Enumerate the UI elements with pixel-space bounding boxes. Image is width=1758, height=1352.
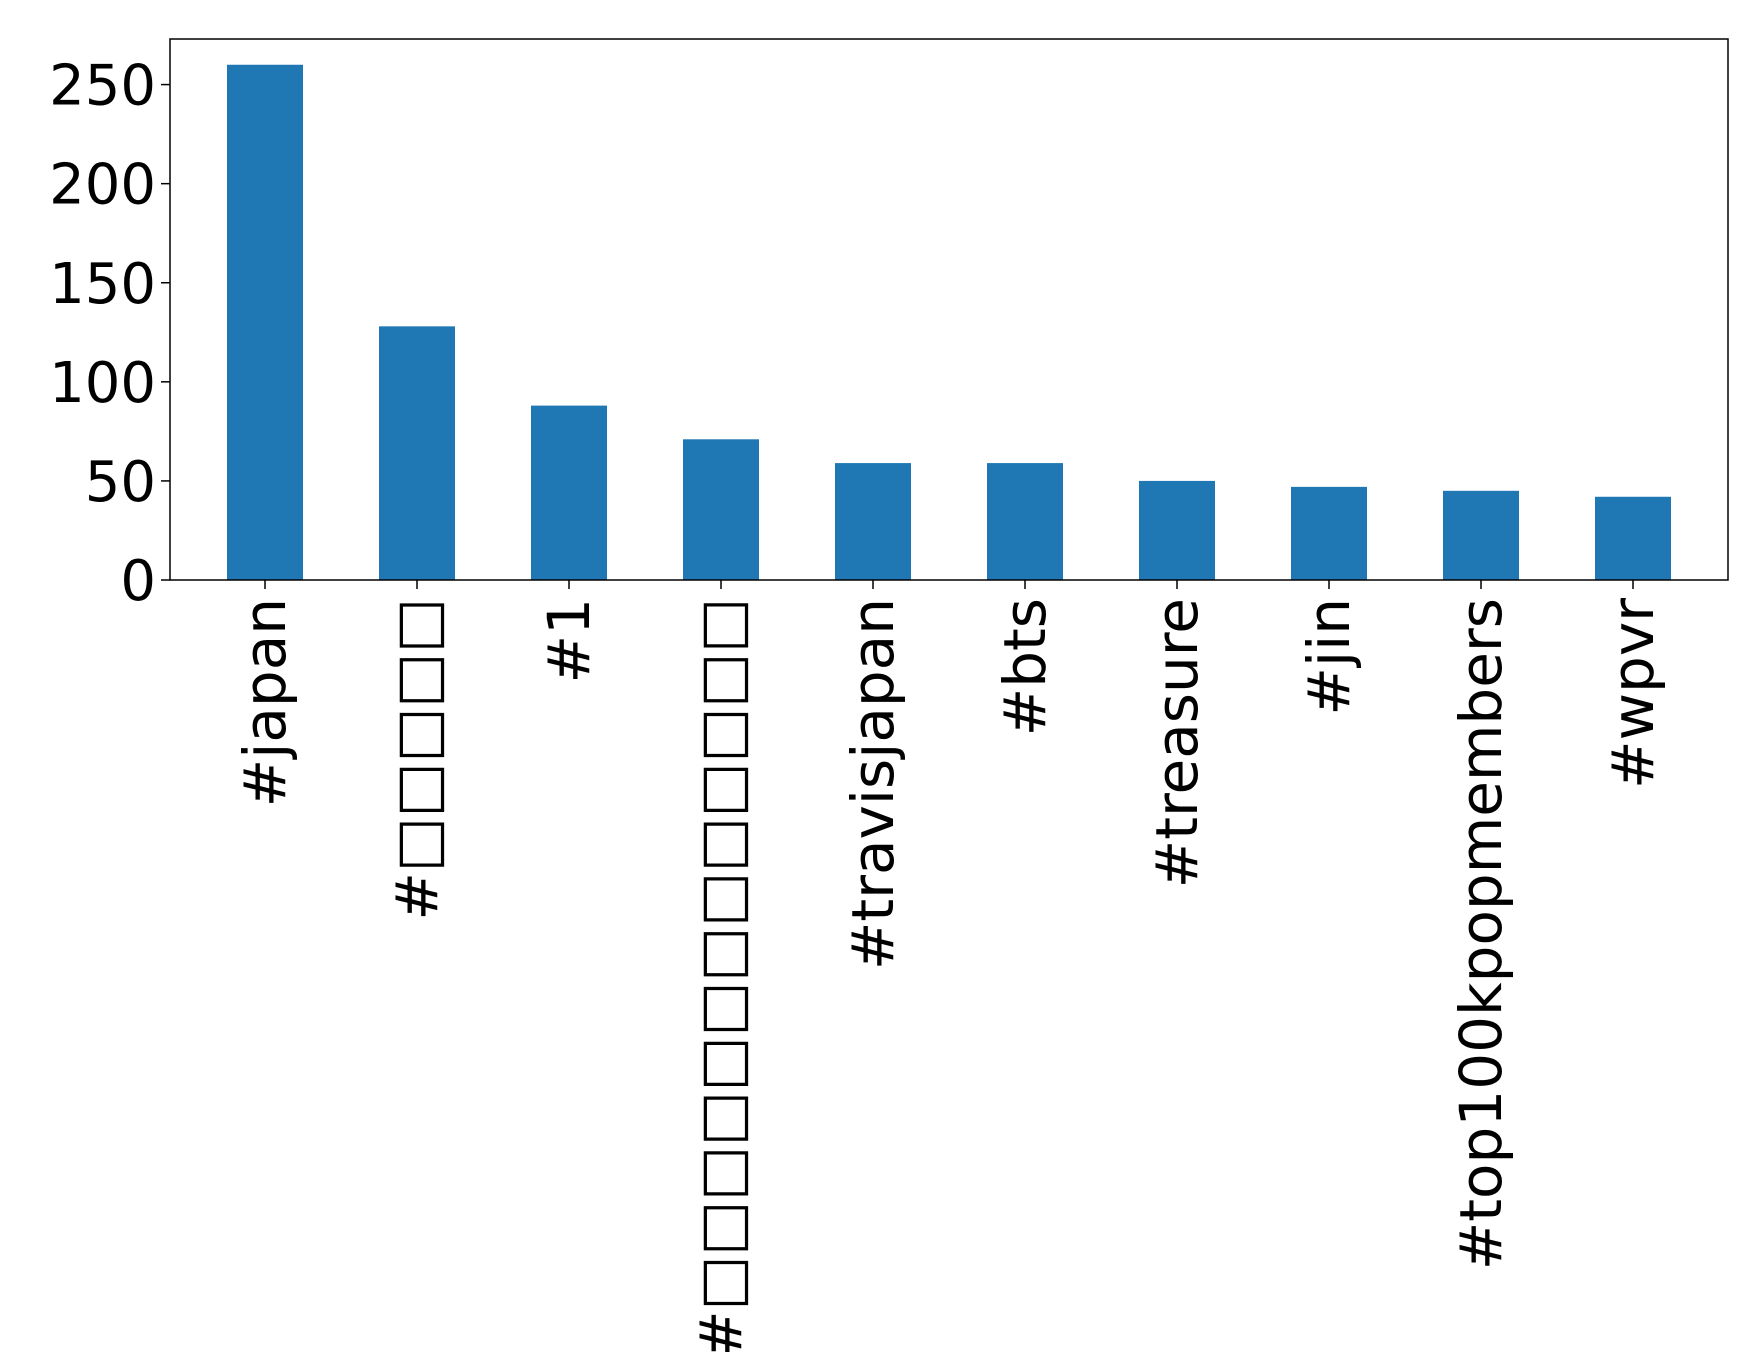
x-tick-label: #□□□□□□□□□□□□□ — [687, 598, 755, 1352]
x-tick-label: #travisjapan — [839, 598, 907, 970]
plot-frame — [169, 38, 1729, 581]
y-tick-label: 50 — [85, 450, 156, 515]
bars-group — [227, 64, 1671, 580]
y-tick-label: 0 — [120, 549, 156, 614]
x-tick-label: #bts — [991, 598, 1059, 736]
x-axis: #japan #□□□□□ #1 #□□□□□□□□□□□□□ #travisjapan… — [231, 580, 1667, 1352]
x-tick-label: #japan — [231, 598, 299, 807]
y-axis: 0 50 100 150 200 250 — [49, 54, 170, 614]
x-tick-label: #top100kpopmembers — [1447, 598, 1515, 1270]
bar-2 — [379, 326, 455, 580]
x-tick-label: #treasure — [1143, 598, 1211, 888]
x-tick-label: #1 — [535, 598, 603, 684]
bar-8 — [1291, 486, 1367, 580]
bar-7 — [1139, 480, 1215, 580]
y-tick-label: 200 — [49, 153, 156, 218]
bar-3 — [531, 405, 607, 580]
y-tick-label: 100 — [49, 351, 156, 416]
y-tick-label: 250 — [49, 54, 156, 119]
x-tick-label: #□□□□□ — [383, 598, 451, 921]
bar-6 — [987, 463, 1063, 580]
bar-9 — [1443, 490, 1519, 580]
bar-1 — [227, 64, 303, 580]
y-tick-label: 150 — [49, 252, 156, 317]
x-tick-label: #wpvr — [1599, 598, 1667, 789]
bar-5 — [835, 463, 911, 580]
bar-4 — [683, 439, 759, 580]
x-tick-label: #jin — [1295, 598, 1363, 716]
bar-10 — [1595, 496, 1671, 580]
